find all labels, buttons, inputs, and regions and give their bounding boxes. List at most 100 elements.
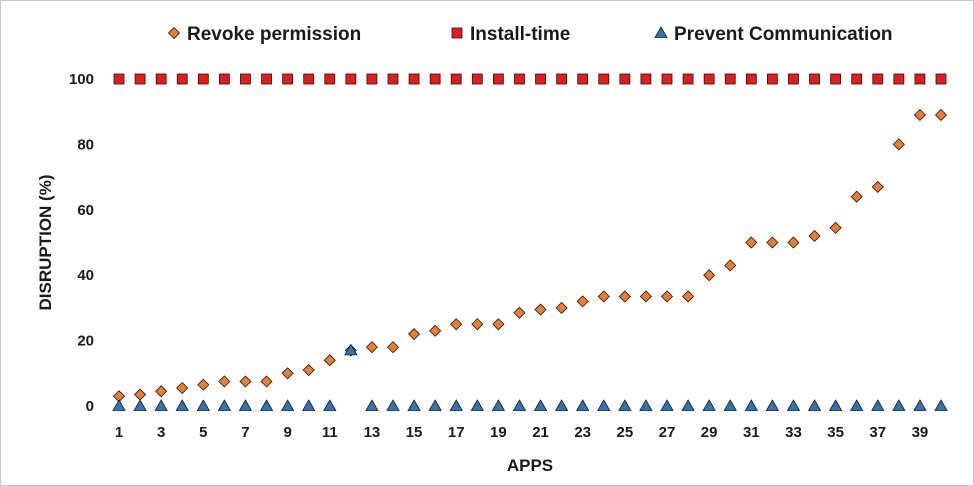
data-point [175, 399, 189, 411]
data-point [176, 73, 188, 85]
x-tick-label: 11 [322, 424, 338, 441]
data-point [471, 73, 483, 85]
data-point [240, 73, 251, 85]
data-point [639, 399, 653, 411]
data-point [618, 399, 632, 411]
data-point [577, 73, 589, 85]
x-tick-label: 15 [406, 424, 423, 441]
data-point [744, 399, 758, 411]
data-point [113, 73, 125, 85]
data-point [787, 236, 800, 249]
legend: Revoke permission Install-time Prevent Com… [167, 24, 893, 45]
data-point [155, 73, 167, 85]
data-point [407, 399, 421, 411]
data-point [788, 73, 799, 85]
data-point [261, 73, 272, 85]
data-point [871, 180, 884, 193]
y-tick-label: 80 [77, 136, 94, 153]
y-tick-label: 100 [69, 71, 94, 88]
data-point [934, 108, 948, 122]
legend-label: Revoke permission [187, 24, 361, 45]
data-point [892, 399, 906, 411]
data-point [365, 399, 379, 411]
data-point [914, 73, 926, 85]
x-tick-label: 3 [157, 424, 165, 441]
legend-marker [167, 26, 181, 40]
x-tick-label: 31 [743, 424, 760, 441]
data-point [535, 73, 546, 85]
data-point [640, 73, 652, 85]
x-tick-label: 25 [617, 424, 634, 441]
data-point [324, 73, 336, 85]
data-point [703, 73, 715, 85]
data-point [597, 399, 611, 411]
data-point [766, 73, 778, 85]
legend-marker [451, 27, 463, 39]
data-point [618, 290, 631, 303]
data-point [850, 190, 863, 203]
data-point [745, 73, 757, 85]
data-point [408, 327, 421, 341]
data-point [154, 399, 168, 411]
y-tick-label: 20 [77, 333, 94, 350]
x-tick-label: 13 [364, 424, 381, 441]
data-point [807, 399, 822, 411]
data-point [514, 73, 525, 85]
data-point [365, 341, 378, 354]
data-point [703, 269, 716, 282]
legend-label: Prevent Communication [674, 24, 893, 45]
data-point [470, 399, 484, 411]
data-point [682, 290, 695, 303]
x-tick-label: 19 [490, 424, 507, 441]
x-tick-label: 5 [199, 424, 207, 441]
x-tick-label: 17 [448, 424, 465, 441]
data-point [892, 138, 905, 151]
x-tick-label: 33 [785, 424, 802, 441]
data-point [723, 399, 737, 411]
data-point [639, 290, 652, 303]
data-point [893, 73, 905, 85]
data-point [808, 229, 821, 243]
data-point [134, 388, 147, 401]
data-point [133, 399, 147, 411]
data-point [681, 399, 695, 411]
data-point [829, 221, 842, 234]
data-point [555, 301, 568, 314]
data-point [112, 399, 126, 411]
data-point [492, 318, 505, 331]
data-point [554, 399, 569, 411]
data-point [934, 399, 948, 411]
data-point [576, 295, 589, 308]
data-point [512, 399, 527, 411]
data-point [134, 73, 146, 85]
data-point [619, 73, 631, 85]
y-axis-ticks: 0 20 40 60 80 100 [69, 71, 94, 415]
legend-marker [654, 26, 668, 38]
data-point [724, 259, 737, 272]
data-point [871, 399, 885, 411]
y-tick-label: 0 [86, 398, 94, 415]
y-tick-label: 40 [77, 267, 94, 284]
x-tick-label: 23 [574, 424, 591, 441]
data-point [280, 399, 295, 411]
data-point [239, 375, 252, 388]
data-point [428, 399, 442, 411]
data-point [745, 236, 758, 249]
data-point [766, 236, 779, 249]
data-point [661, 73, 673, 85]
data-point [682, 73, 694, 85]
data-point [323, 399, 337, 411]
data-point [217, 399, 232, 411]
data-point [913, 108, 926, 122]
data-point [197, 73, 209, 85]
data-point [176, 381, 189, 395]
data-point [534, 303, 547, 316]
data-point [197, 378, 210, 391]
data-point [282, 73, 294, 85]
data-point [492, 73, 504, 85]
x-tick-label: 27 [659, 424, 676, 441]
x-tick-label: 1 [115, 424, 123, 441]
data-point [238, 399, 253, 411]
